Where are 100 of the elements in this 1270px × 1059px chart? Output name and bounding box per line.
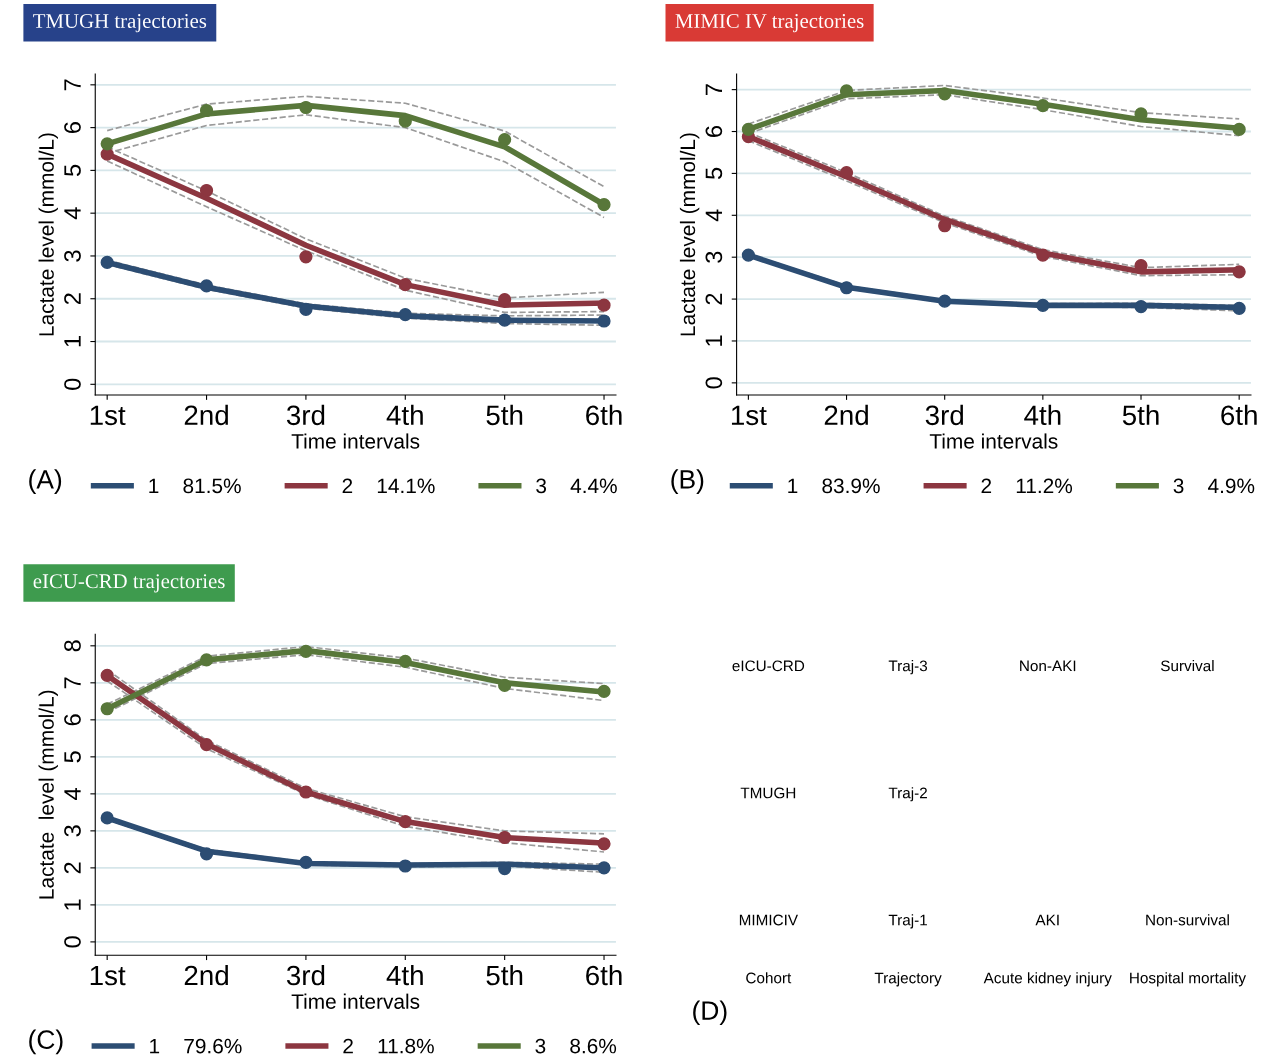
- point: [498, 830, 512, 845]
- chart-title: MIMIC IV trajectories: [675, 14, 864, 33]
- point: [299, 302, 313, 317]
- y-tick-label: 4: [64, 207, 81, 220]
- y-tick-label: 1: [64, 899, 81, 910]
- point: [938, 219, 952, 233]
- point: [498, 678, 512, 693]
- y-tick-label: 7: [64, 677, 81, 689]
- x-tick-label: 6th: [586, 964, 622, 986]
- point: [398, 278, 412, 292]
- x-tick-label: 6th: [586, 404, 622, 426]
- y-tick-label: 4: [64, 787, 81, 800]
- point: [398, 307, 412, 322]
- point: [839, 281, 854, 295]
- x-tick-label: 2nd: [184, 404, 228, 426]
- point: [1036, 248, 1050, 262]
- y-axis-title: Lactate level (mmol/L): [38, 690, 58, 899]
- y-tick-label: 0: [705, 377, 723, 389]
- point: [741, 248, 755, 262]
- point: [100, 811, 114, 825]
- x-tick-label: 5th: [1122, 404, 1159, 426]
- y-tick-label: 2: [705, 293, 722, 305]
- x-tick-label: 3rd: [925, 404, 963, 426]
- x-tick-label: 5th: [486, 404, 523, 426]
- point: [938, 294, 952, 308]
- y-tick-label: 8: [64, 640, 81, 652]
- y-tick-label: 5: [64, 164, 81, 177]
- x-tick-label: 2nd: [824, 404, 868, 426]
- point: [299, 250, 313, 264]
- y-tick-label: 7: [705, 84, 722, 95]
- text: AKI: [1035, 914, 1059, 926]
- point: [597, 837, 611, 851]
- text: (D): [693, 1000, 727, 1026]
- point: [498, 132, 512, 147]
- point: [199, 103, 214, 118]
- y-axis-title: Lactate level (mmol/L): [679, 133, 700, 336]
- text: eICU-CRD: [732, 660, 805, 672]
- point: [100, 668, 114, 683]
- y-tick-label: 3: [64, 825, 81, 837]
- y-tick-label: 2: [64, 293, 81, 305]
- category-label: Cohort: [746, 972, 792, 984]
- y-tick-label: 5: [705, 167, 723, 180]
- legend-label: 3 4.4%: [536, 478, 617, 494]
- point: [199, 847, 214, 861]
- point: [1036, 98, 1050, 113]
- legend-label: 1 81.5%: [149, 478, 241, 494]
- x-tick-label: 4th: [386, 404, 423, 426]
- text: Survival: [1160, 660, 1214, 672]
- y-tick-label: 6: [64, 122, 81, 133]
- x-tick-label: 1st: [90, 405, 126, 426]
- point: [839, 165, 854, 180]
- point: [1232, 265, 1246, 279]
- legend-label: 2 14.1%: [342, 478, 435, 494]
- text: TMUGH: [740, 787, 796, 799]
- point: [597, 298, 611, 312]
- line-series: [106, 95, 605, 188]
- text: Traj-2: [888, 787, 927, 802]
- point: [199, 183, 214, 198]
- point: [199, 279, 214, 293]
- y-tick-label: 1: [705, 335, 722, 346]
- x-axis-title: Time intervals: [291, 433, 420, 449]
- category-label: Trajectory: [874, 972, 942, 987]
- point: [299, 100, 313, 115]
- x-tick-label: 3rd: [286, 964, 325, 986]
- point: [100, 702, 114, 716]
- text: Non-survival: [1146, 914, 1229, 926]
- point: [597, 684, 611, 698]
- y-tick-label: 3: [705, 251, 723, 263]
- x-tick-label: 2nd: [184, 964, 228, 986]
- x-tick-label: 3rd: [286, 404, 325, 426]
- text: Non-AKI: [1020, 660, 1076, 672]
- point: [839, 84, 854, 98]
- legend-label: 3 4.9%: [1173, 478, 1255, 494]
- y-tick-label: 6: [64, 714, 81, 726]
- point: [398, 859, 412, 873]
- legend-label: 2 11.8%: [343, 1038, 434, 1054]
- point: [938, 87, 952, 101]
- x-tick-label: 6th: [1221, 404, 1257, 426]
- y-axis-title: Lactate level (mmol/L): [38, 133, 58, 336]
- point: [299, 785, 313, 799]
- y-tick-label: 5: [64, 751, 81, 763]
- y-tick-label: 1: [64, 336, 81, 347]
- x-tick-label: 1st: [731, 405, 767, 426]
- point: [100, 255, 114, 269]
- point: [498, 313, 512, 327]
- point: [1232, 301, 1246, 315]
- point: [100, 137, 114, 151]
- legend-label: 1 83.9%: [788, 478, 880, 494]
- x-tick-label: 4th: [386, 964, 423, 986]
- text: Traj-3: [888, 660, 928, 675]
- chart-title: eICU-CRD trajectories: [33, 574, 225, 593]
- point: [597, 198, 611, 212]
- point: [741, 122, 755, 137]
- legend-label: 1 79.6%: [150, 1038, 242, 1054]
- point: [1036, 298, 1050, 312]
- text: (B): [671, 469, 704, 494]
- legend-label: 2 11.2%: [981, 478, 1073, 494]
- text: (C): [29, 1029, 63, 1055]
- point: [299, 855, 313, 869]
- y-tick-label: 3: [64, 250, 81, 262]
